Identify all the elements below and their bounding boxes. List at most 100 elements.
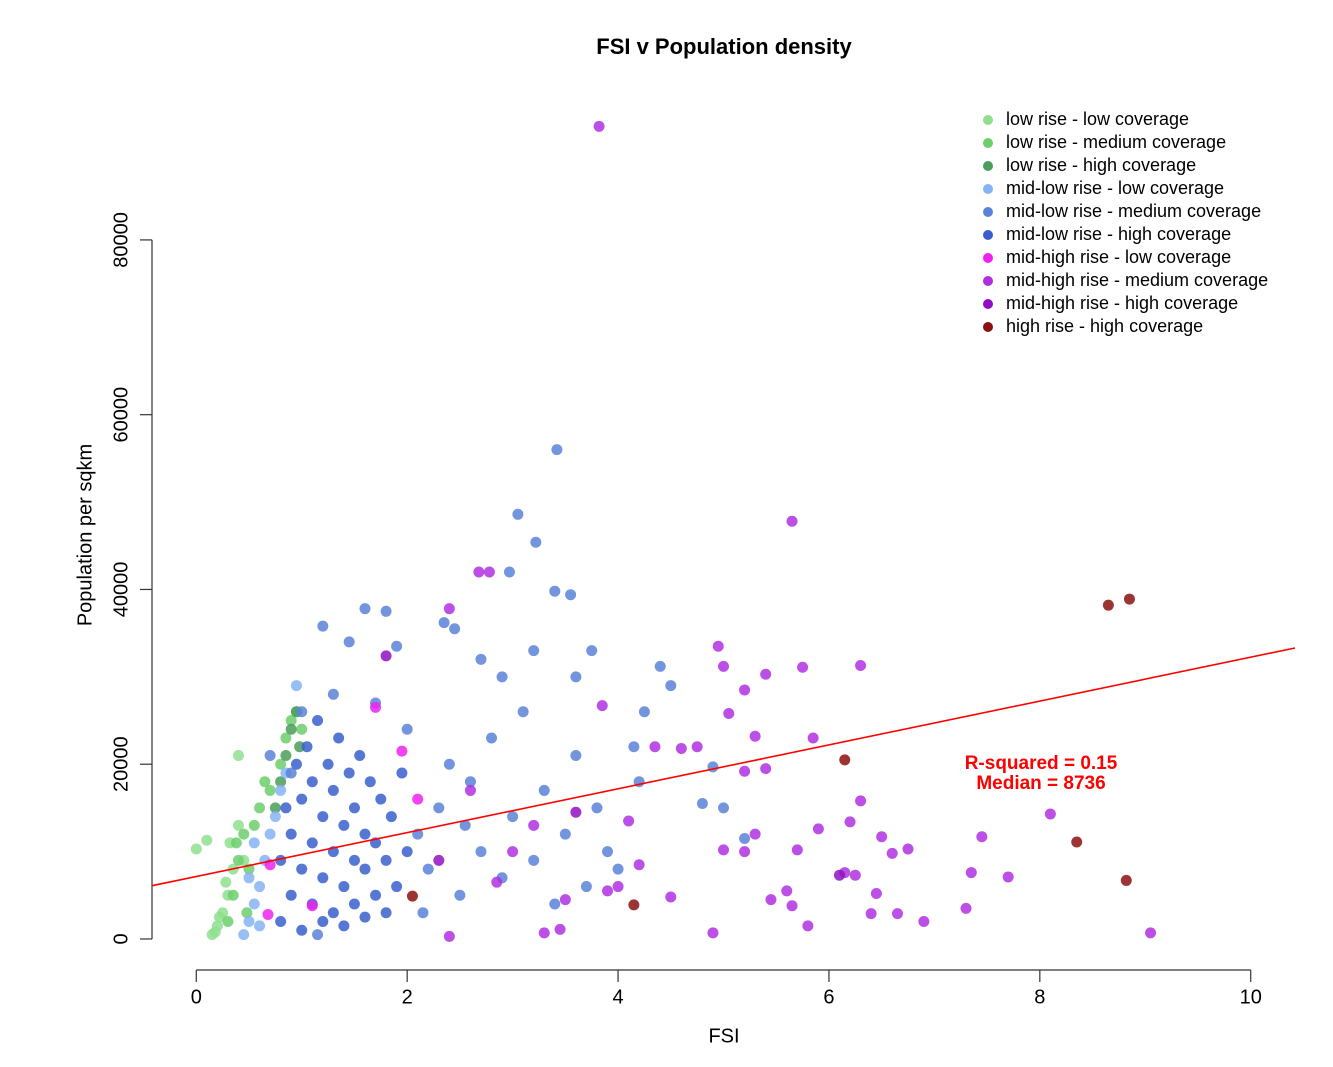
point [503,566,515,578]
point [812,823,824,835]
y-tick-label: 40000 [110,562,132,618]
point [275,776,287,788]
x-tick-label: 4 [612,986,623,1008]
point [348,898,360,910]
legend-marker [983,299,993,309]
point [327,907,339,919]
point [269,811,281,823]
point [760,668,772,680]
legend-label: mid-high rise - high coverage [1006,293,1238,313]
legend-marker [983,161,993,171]
point [227,889,239,901]
x-tick-label: 6 [823,986,834,1008]
point [327,784,339,796]
point [230,837,242,849]
point [765,894,777,906]
point [213,911,225,923]
point [254,802,266,814]
point [449,623,461,635]
point [623,815,635,827]
point [797,661,809,673]
legend-label: mid-low rise - low coverage [1006,178,1224,198]
point [718,802,729,814]
point [220,876,232,888]
regression-line [151,647,1296,887]
point [475,846,487,858]
point [248,837,260,849]
point [739,846,751,858]
point [486,732,498,744]
point [259,776,271,788]
point [739,765,751,777]
legend-label: mid-high rise - medium coverage [1006,270,1268,290]
point [633,859,645,871]
point [570,749,582,761]
annotation: R-squared = 0.15 [965,753,1118,774]
point [691,741,703,753]
point [1102,599,1114,611]
point [417,907,429,919]
point [665,680,677,692]
point [306,776,318,788]
point [312,715,324,727]
point [570,806,582,818]
point [528,854,540,866]
y-tick-label: 80000 [110,212,132,268]
point [870,888,882,900]
point [380,605,392,617]
point [359,828,371,840]
point [380,650,392,662]
point [433,854,445,866]
point [786,515,798,527]
point [538,927,550,939]
point [454,889,466,901]
point [855,795,867,807]
point [549,898,561,910]
y-tick-label: 0 [110,933,132,944]
point [370,701,382,713]
chart-title: FSI v Population density [596,34,852,59]
point [322,758,334,770]
point [918,916,930,928]
point [1145,927,1157,939]
point [749,828,761,840]
point [718,660,729,672]
point [338,819,350,831]
point [348,854,360,866]
point [602,885,614,897]
y-tick-label: 60000 [110,387,132,443]
point [517,706,529,718]
point [317,620,329,632]
point [209,926,221,938]
point [707,761,719,773]
point [739,684,751,696]
legend-label: mid-low rise - medium coverage [1006,201,1261,221]
point [565,589,577,601]
point [612,881,624,893]
point [422,863,434,875]
point [327,688,339,700]
point [712,640,724,652]
point [317,811,329,823]
point [786,900,798,912]
point [248,819,260,831]
point [891,908,903,920]
point [491,876,503,888]
point [433,802,445,814]
point [507,811,519,823]
point [232,854,244,866]
point [459,819,471,831]
legend-marker [983,322,993,332]
point [280,749,292,761]
point [802,920,814,932]
point [275,784,287,796]
point [296,706,308,718]
point [570,671,582,683]
point [296,793,308,805]
legend-marker [983,253,993,263]
point [549,585,561,597]
point [264,749,276,761]
legend-marker [983,207,993,217]
point [333,732,345,744]
point [401,723,413,735]
